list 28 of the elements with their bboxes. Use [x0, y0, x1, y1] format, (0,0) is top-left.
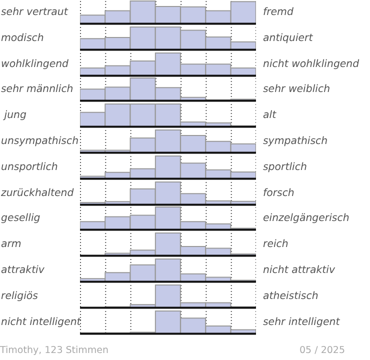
y-axis-title: wohlklingend: [0, 58, 70, 72]
y2-axis-title: einzelgängerisch: [262, 212, 350, 226]
y2-axis-title: sehr intelligent: [262, 316, 340, 330]
y-axis-title: arm: [0, 238, 22, 252]
y2-axis-title: antiquiert: [262, 32, 313, 46]
y-axis-title: unsympathisch: [0, 134, 80, 149]
y-axis-title: religiös: [0, 290, 39, 304]
y-axis-title: attraktiv: [0, 264, 46, 278]
y-axis-title: jung: [2, 109, 28, 124]
y-axis-title: sehr vertraut: [0, 6, 70, 20]
y2-axis-title: nicht attraktiv: [262, 264, 335, 278]
y2-axis-title: alt: [262, 109, 276, 124]
y2-axis-title: sportlich: [262, 160, 307, 175]
y2-axis-title: reich: [262, 238, 288, 252]
text: Timothy, 123 Stimmen: [0, 345, 109, 356]
y-axis-title: unsportlich: [0, 160, 59, 175]
y2-axis-title: atheistisch: [262, 290, 318, 304]
y-axis-title: gesellig: [0, 212, 42, 226]
y2-axis-title: forsch: [262, 186, 294, 201]
y-axis-title: nicht intelligent: [0, 316, 81, 330]
y2-axis-title: nicht wohlklingend: [262, 58, 360, 72]
y2-axis-title: sehr weiblich: [262, 83, 330, 98]
text: 05 / 2025: [299, 345, 345, 356]
y-axis-title: modisch: [0, 32, 45, 46]
y2-axis-title: sympathisch: [262, 134, 328, 149]
y2-axis-title: fremd: [262, 6, 294, 20]
y-axis-title: sehr männlich: [0, 83, 74, 98]
y-axis-title: zurückhaltend: [0, 186, 75, 201]
